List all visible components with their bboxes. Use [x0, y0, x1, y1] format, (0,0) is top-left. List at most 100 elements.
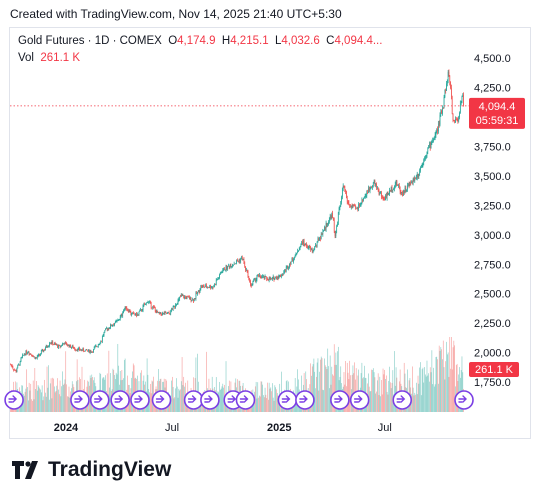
candle-body: [309, 246, 311, 249]
volume-bar: [432, 384, 434, 412]
volume-bar: [433, 367, 434, 412]
candle-body: [380, 192, 381, 194]
candle-body: [286, 266, 288, 268]
volume-bar: [369, 391, 371, 412]
volume-bar: [441, 349, 442, 412]
candle-body: [344, 186, 346, 191]
volume-bar: [377, 380, 378, 412]
candle-body: [23, 354, 24, 356]
close-label: C: [326, 35, 335, 47]
candle-body: [18, 364, 19, 366]
volume-bar: [336, 364, 337, 412]
price-tick-label: 3,500.0: [474, 171, 511, 183]
candle-body: [316, 244, 317, 246]
candle-body: [440, 110, 442, 116]
candle-body: [152, 306, 154, 308]
candle-body: [433, 139, 434, 141]
price-tick-label: 4,500.0: [474, 53, 511, 65]
candle-body: [211, 286, 213, 288]
volume-bar: [395, 367, 397, 412]
candle-body: [233, 264, 234, 266]
volume-bar: [313, 358, 315, 412]
candle-body: [336, 225, 337, 234]
volume-bar: [55, 390, 57, 412]
price-tick-label: 1,750.0: [474, 377, 511, 389]
event-arrow-icon: [155, 395, 165, 403]
chart-panel[interactable]: [9, 27, 531, 439]
volume-bar: [424, 367, 425, 412]
volume-bar: [324, 358, 325, 412]
candle-body: [441, 110, 442, 114]
high-label: H: [221, 35, 231, 47]
event-marker-icon: [235, 390, 256, 410]
volume-bar: [314, 371, 316, 412]
candle-body: [236, 260, 237, 264]
volume-bar: [430, 372, 432, 412]
candle-body: [371, 186, 372, 188]
volume-bar: [351, 374, 353, 412]
volume-bar: [67, 396, 68, 412]
time-tick-label: 2025: [267, 422, 291, 434]
candle-body: [284, 270, 285, 273]
volume-bar: [68, 386, 70, 412]
candle-body: [262, 276, 263, 278]
candle-body: [183, 295, 185, 298]
volume-bar: [274, 385, 276, 412]
volume-bar: [449, 337, 451, 412]
candle-body: [381, 196, 383, 198]
candle-body: [48, 345, 49, 347]
candle-body: [294, 257, 295, 260]
candle-body: [34, 356, 36, 359]
volume-bar: [385, 379, 386, 412]
volume-bar: [53, 378, 54, 412]
candle-body: [11, 365, 13, 367]
candle-body: [52, 341, 54, 345]
candle-body: [347, 201, 349, 203]
candle-body: [108, 328, 110, 329]
candle-body: [79, 348, 80, 350]
candle-body: [241, 257, 242, 260]
volume-bar: [65, 351, 67, 412]
tradingview-logo[interactable]: TradingView: [12, 458, 171, 482]
candle-body: [375, 183, 377, 185]
candle-body: [450, 81, 451, 88]
candle-body: [89, 349, 90, 353]
volume-bar: [361, 362, 363, 412]
candle-body: [387, 192, 389, 195]
volume-bar: [332, 374, 333, 412]
candle-body: [119, 319, 120, 321]
candle-body: [276, 276, 277, 280]
candle-body: [103, 332, 105, 336]
volume-bar: [267, 382, 268, 412]
candle-body: [219, 274, 220, 279]
candle-body: [178, 299, 180, 301]
volume-bar: [442, 340, 444, 412]
candle-body: [449, 76, 451, 82]
candle-body: [302, 240, 304, 245]
candle-body: [458, 117, 460, 121]
candle-body: [304, 244, 306, 246]
event-arrow-icon: [8, 395, 18, 403]
volume-bar: [109, 387, 110, 412]
candle-body: [324, 226, 325, 231]
candle-body: [106, 328, 108, 330]
candle-body: [222, 270, 224, 273]
volume-bar: [328, 366, 329, 412]
volume-bar: [49, 383, 51, 412]
candle-body: [99, 343, 101, 345]
candle-body: [326, 223, 328, 226]
candle-body: [383, 198, 385, 200]
candle-body: [67, 344, 69, 346]
volume-bar: [273, 400, 275, 412]
candle-body: [403, 190, 404, 196]
candle-body: [368, 188, 369, 193]
candle-body: [26, 351, 28, 354]
candle-body: [27, 352, 28, 354]
candle-body: [210, 285, 211, 289]
candle-body: [332, 213, 333, 218]
candle-body: [422, 162, 424, 166]
candle-body: [330, 216, 332, 219]
candle-body: [443, 97, 445, 109]
candle-body: [267, 279, 269, 281]
